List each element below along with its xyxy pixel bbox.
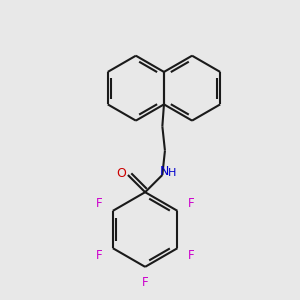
Text: F: F — [96, 250, 103, 262]
Text: F: F — [188, 250, 194, 262]
Text: H: H — [168, 168, 176, 178]
Text: O: O — [116, 167, 126, 180]
Text: F: F — [142, 276, 148, 289]
Text: F: F — [188, 196, 194, 210]
Text: N: N — [159, 165, 169, 178]
Text: F: F — [96, 196, 103, 210]
